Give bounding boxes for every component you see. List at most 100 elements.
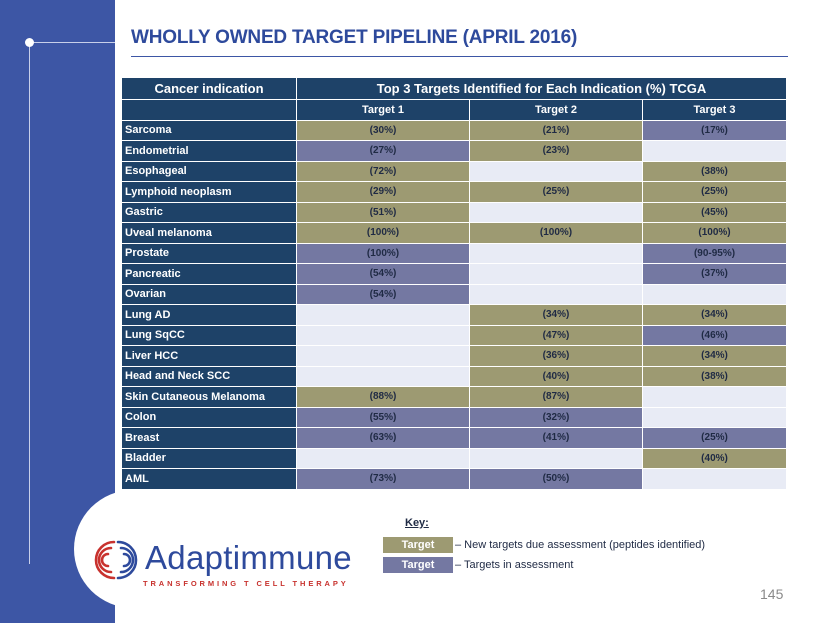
target-1-cell: (54%) [296,283,470,305]
target-1-cell [296,345,470,367]
target-2-cell [469,201,643,223]
sidebar-horizontal-line [29,42,115,43]
target-1-cell: (72%) [296,160,470,182]
page-title: WHOLLY OWNED TARGET PIPELINE (APRIL 2016… [131,27,578,48]
indication-name: Gastric [121,201,297,223]
indication-name: AML [121,468,297,490]
target-2-cell: (100%) [469,222,643,244]
key-desc-assess: – Targets in assessment [455,559,574,571]
indication-name: Breast [121,427,297,449]
title-underline [131,56,788,57]
blank-header [121,99,297,121]
target-2-cell: (23%) [469,140,643,162]
table-row: Lung AD (34%) (34%) [121,304,788,326]
target-3-cell: (46%) [641,324,788,346]
target-3-cell: (34%) [641,304,788,326]
indication-name: Pancreatic [121,263,297,285]
table-row: Gastric (51%) (45%) [121,201,788,223]
page-number: 145 [760,586,784,602]
target-pipeline-table: Cancer indication Top 3 Targets Identifi… [121,77,788,490]
key-title: Key: [405,517,429,529]
key-desc-new: – New targets due assessment (peptides i… [455,539,706,551]
indication-name: Lymphoid neoplasm [121,181,297,203]
target-2-cell [469,160,643,182]
indication-name: Skin Cutaneous Melanoma [121,386,297,408]
indication-name: Esophageal [121,160,297,182]
table-row: Colon (55%) (32%) [121,406,788,428]
indication-name: Lung AD [121,304,297,326]
target-2-cell: (21%) [469,119,643,141]
target-3-cell: (38%) [641,160,788,182]
target-2-cell [469,263,643,285]
table-row: Breast (63%) (41%) (25%) [121,427,788,449]
sidebar-dot [25,38,34,47]
indication-name: Endometrial [121,140,297,162]
indication-name: Ovarian [121,283,297,305]
table-row: Head and Neck SCC (40%) (38%) [121,365,788,387]
key-swatch-new: Target [383,537,453,553]
target-1-cell: (27%) [296,140,470,162]
sidebar-vertical-line [29,42,30,564]
table-row: Prostate (100%) (90-95%) [121,242,788,264]
target-1-cell: (63%) [296,427,470,449]
target-1-cell [296,304,470,326]
target-3-cell: (38%) [641,365,788,387]
target-1-cell: (100%) [296,222,470,244]
target-1-cell: (88%) [296,386,470,408]
table-row: Esophageal (72%) (38%) [121,160,788,182]
indication-name: Bladder [121,447,297,469]
target-2-cell: (41%) [469,427,643,449]
table-row: Lung SqCC (47%) (46%) [121,324,788,346]
target-1-cell: (29%) [296,181,470,203]
targets-group-header: Top 3 Targets Identified for Each Indica… [295,77,788,100]
target-2-cell [469,283,643,305]
target-3-cell: (90-95%) [641,242,788,264]
indication-name: Liver HCC [121,345,297,367]
target-3-cell: (17%) [641,119,788,141]
logo-name: Adaptimmune [145,539,352,576]
indication-name: Colon [121,406,297,428]
target-3-cell [641,406,788,428]
target-2-cell [469,242,643,264]
target-3-cell: (37%) [641,263,788,285]
target-3-cell: (100%) [641,222,788,244]
target-3-cell [641,140,788,162]
table-row: Liver HCC (36%) (34%) [121,345,788,367]
table-row: Lymphoid neoplasm (29%) (25%) (25%) [121,181,788,203]
target-2-cell: (36%) [469,345,643,367]
target-2-cell: (40%) [469,365,643,387]
target-3-cell: (34%) [641,345,788,367]
target-1-cell [296,324,470,346]
target-3-cell: (45%) [641,201,788,223]
table-row: Pancreatic (54%) (37%) [121,263,788,285]
indication-header: Cancer indication [121,77,297,100]
indication-name: Head and Neck SCC [121,365,297,387]
target-3-cell [641,468,788,490]
target-1-header: Target 1 [296,99,470,121]
target-2-cell: (87%) [469,386,643,408]
target-1-cell: (54%) [296,263,470,285]
indication-name: Sarcoma [121,119,297,141]
target-2-cell: (25%) [469,181,643,203]
target-3-header: Target 3 [641,99,788,121]
indication-name: Lung SqCC [121,324,297,346]
indication-name: Prostate [121,242,297,264]
indication-name: Uveal melanoma [121,222,297,244]
target-1-cell: (55%) [296,406,470,428]
target-1-cell: (51%) [296,201,470,223]
table-row: Endometrial (27%) (23%) [121,140,788,162]
target-3-cell: (25%) [641,181,788,203]
table-row: Uveal melanoma (100%) (100%) (100%) [121,222,788,244]
target-1-cell: (30%) [296,119,470,141]
target-3-cell: (40%) [641,447,788,469]
key-swatch-assess: Target [383,557,453,573]
table-row: Sarcoma (30%) (21%) (17%) [121,119,788,141]
target-3-cell [641,283,788,305]
table-row: Ovarian (54%) [121,283,788,305]
target-2-cell: (32%) [469,406,643,428]
target-2-cell [469,447,643,469]
target-2-cell: (50%) [469,468,643,490]
target-3-cell: (25%) [641,427,788,449]
table-body: Sarcoma (30%) (21%) (17%) Endometrial (27%) (2… [121,119,788,490]
adaptimmune-logo-icon [94,540,138,580]
